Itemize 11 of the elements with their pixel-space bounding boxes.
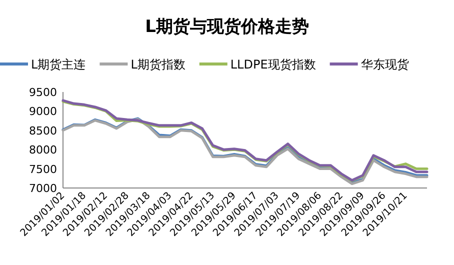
legend-label: LLDPE现货指数	[230, 58, 316, 72]
y-tick-label: 9500	[29, 86, 57, 99]
y-tick-label: 8500	[29, 124, 57, 138]
y-tick-label: 8000	[29, 144, 57, 157]
legend-label: 华东现货	[360, 58, 409, 72]
chart-title: L期货与现货价格走势	[145, 17, 309, 37]
legend-label: L期货主连	[31, 58, 86, 72]
y-tick-label: 7000	[29, 182, 57, 195]
legend-label: L期货指数	[130, 58, 186, 72]
y-tick-label: 9000	[29, 105, 57, 118]
y-tick-label: 7500	[29, 162, 57, 176]
